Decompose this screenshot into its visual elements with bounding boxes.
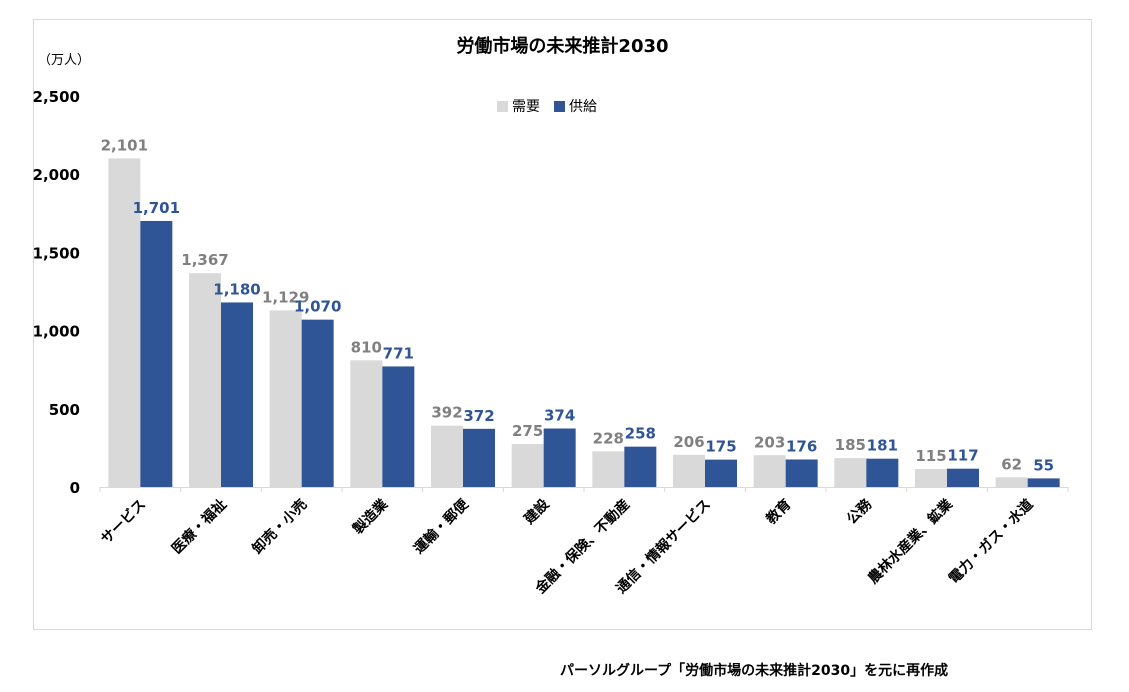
data-label-demand: 62 (1001, 455, 1022, 473)
data-label-demand: 275 (512, 422, 543, 440)
bar-demand (915, 469, 947, 487)
chart-title: 労働市場の未来推計2030 (456, 36, 669, 57)
bar-demand (673, 454, 705, 487)
data-label-supply: 176 (786, 437, 817, 455)
data-label-demand: 1,367 (181, 251, 228, 269)
bar-supply (1027, 478, 1060, 487)
data-label-supply: 1,180 (213, 280, 260, 298)
legend-swatch-supply (554, 100, 565, 112)
bar-supply (463, 428, 495, 487)
bar-demand (753, 455, 786, 487)
x-category-label: 教育 (763, 496, 795, 528)
bar-supply (221, 302, 253, 487)
bar-demand (350, 360, 383, 487)
bar-supply (624, 446, 657, 487)
data-label-demand: 203 (754, 433, 785, 451)
bar-supply (301, 319, 334, 487)
legend-label-demand: 需要 (512, 99, 540, 115)
bar-supply (140, 220, 173, 487)
y-tick-label: 1,500 (33, 244, 80, 262)
y-tick-label: 1,000 (33, 323, 80, 341)
data-label-supply: 258 (625, 425, 656, 443)
bar-supply (866, 458, 899, 487)
x-category-label: サービス (98, 497, 149, 548)
source-caption: パーソルグループ「労働市場の未来推計2030」を元に再作成 (560, 663, 949, 679)
bar-supply (382, 366, 415, 487)
x-category-label: 卸売・小売 (249, 496, 311, 558)
data-label-demand: 228 (593, 429, 624, 447)
legend: 需要 供給 (497, 96, 597, 116)
data-label-supply: 181 (867, 437, 898, 455)
data-label-demand: 392 (431, 404, 462, 422)
data-label-supply: 175 (705, 438, 736, 456)
bar-supply (947, 468, 979, 487)
legend-swatch-demand (497, 100, 508, 112)
x-category-label: 医療・福祉 (168, 496, 230, 558)
legend-label-supply: 供給 (569, 99, 597, 115)
x-category-label: 公務 (843, 495, 876, 528)
bar-supply (785, 459, 818, 487)
data-label-supply: 1,070 (294, 298, 341, 316)
y-tick-label: 500 (49, 401, 80, 419)
bar-demand (269, 310, 302, 487)
data-label-supply: 55 (1033, 456, 1054, 474)
bar-demand (431, 425, 463, 487)
bar-demand (511, 443, 544, 487)
bar-demand (108, 158, 141, 487)
legend-item-demand: 需要 (497, 96, 540, 116)
legend-item-supply: 供給 (554, 96, 597, 116)
x-category-label: 電力・ガス・水道 (945, 496, 1036, 587)
bar-supply (543, 428, 576, 487)
data-label-supply: 1,701 (133, 199, 180, 217)
x-category-label: 運輸・郵便 (410, 495, 472, 557)
data-label-demand: 2,101 (101, 136, 148, 154)
bar-demand (592, 451, 625, 487)
data-label-demand: 810 (351, 338, 382, 356)
data-label-demand: 1,129 (262, 288, 309, 306)
x-category-label: 建設 (521, 495, 554, 528)
data-label-demand: 115 (915, 447, 946, 465)
data-label-demand: 206 (673, 433, 704, 451)
data-label-supply: 117 (947, 447, 978, 465)
bar-demand (189, 273, 221, 487)
data-label-supply: 374 (544, 407, 575, 425)
data-label-supply: 771 (383, 344, 414, 362)
bar-demand (995, 477, 1028, 487)
data-label-supply: 372 (463, 407, 494, 425)
bar-demand (834, 458, 867, 487)
y-tick-label: 2,000 (33, 166, 80, 184)
y-tick-label: 2,500 (33, 88, 80, 106)
y-unit-label: （万人） (38, 53, 91, 68)
bar-supply (705, 459, 737, 487)
x-category-label: 製造業 (349, 495, 392, 538)
x-category-label: 農林水産業、鉱業 (865, 495, 957, 587)
y-tick-label: 0 (70, 479, 80, 497)
data-label-demand: 185 (835, 436, 866, 454)
